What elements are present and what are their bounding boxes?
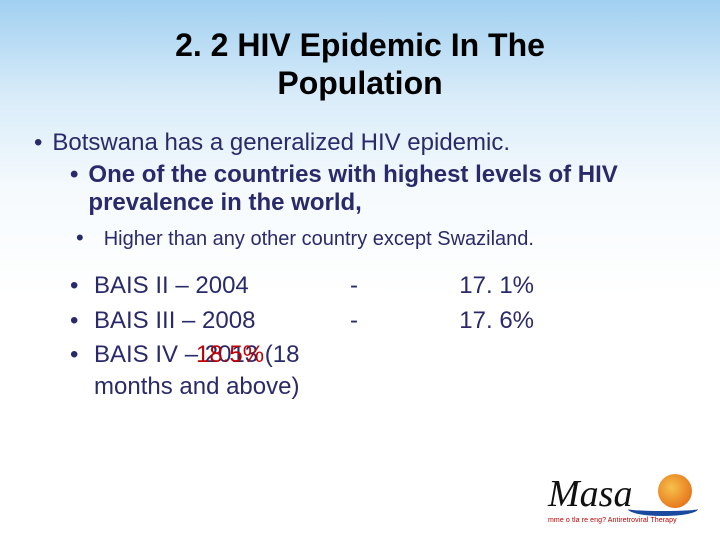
data-row: • BAIS II – 2004 - 17. 1% (70, 269, 690, 304)
bullet-level2: • One of the countries with highest leve… (70, 161, 690, 217)
survey-pct: 17. 1% (414, 269, 534, 304)
logo-tagline: mme o tla re eng? Antiretroviral Therapy (548, 517, 677, 524)
logo-brand: Masa (548, 472, 632, 516)
bais4-overlay: 18.5% (196, 338, 264, 373)
bullet-text: One of the countries with highest levels… (88, 161, 690, 217)
bullet-dot: • (70, 269, 84, 304)
bullet-dot: • (70, 338, 84, 373)
slide-title: 2. 2 HIV Epidemic In The Population (30, 26, 690, 103)
dash: - (294, 304, 414, 339)
bullet-dot: • (70, 161, 78, 217)
logo: Masa mme o tla re eng? Antiretroviral Th… (548, 464, 698, 526)
bullet-text: Higher than any other country except Swa… (104, 228, 534, 251)
bullet-dot: • (34, 129, 42, 157)
survey-pct: 17. 6% (414, 304, 534, 339)
data-row: • BAIS III – 2008 - 17. 6% (70, 304, 690, 339)
slide: 2. 2 HIV Epidemic In The Population • Bo… (0, 0, 720, 540)
bais4-container: BAIS IV – 2013 (18 18.5% (94, 338, 299, 373)
survey-name: BAIS II – 2004 (94, 269, 294, 304)
bullet-dot: • (70, 304, 84, 339)
bullet-dot: • (76, 225, 84, 251)
bullet-level3: • Higher than any other country except S… (76, 225, 690, 251)
swoosh-icon (628, 502, 698, 516)
bullet-text: Botswana has a generalized HIV epidemic. (52, 129, 510, 157)
bais4-continuation: months and above) (94, 373, 690, 401)
data-row-bais4: • BAIS IV – 2013 (18 18.5% (70, 338, 690, 373)
bullet-level1: • Botswana has a generalized HIV epidemi… (34, 129, 690, 157)
dash: - (294, 269, 414, 304)
survey-name: BAIS III – 2008 (94, 304, 294, 339)
